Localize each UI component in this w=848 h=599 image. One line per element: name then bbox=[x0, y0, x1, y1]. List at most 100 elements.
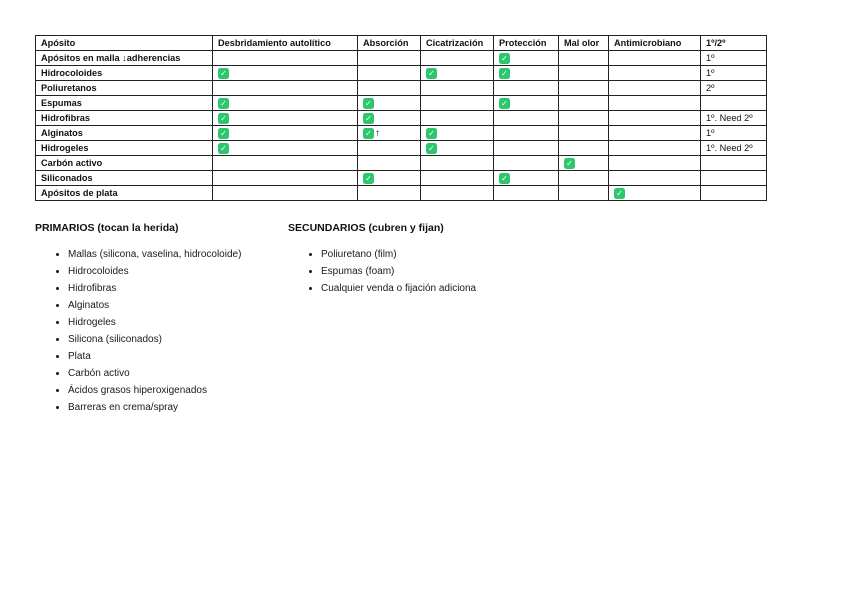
check-icon: ✓ bbox=[564, 157, 575, 169]
check-cell bbox=[420, 185, 494, 201]
check-icon: ✓ bbox=[499, 172, 510, 184]
row-label: Poliuretanos bbox=[35, 80, 213, 96]
check-icon: ✓ bbox=[218, 142, 229, 154]
column-header: Mal olor bbox=[558, 35, 609, 51]
check-icon: ✓ bbox=[218, 127, 229, 139]
column-header: Cicatrización bbox=[420, 35, 494, 51]
check-cell bbox=[608, 65, 701, 81]
list-item: Barreras en crema/spray bbox=[68, 399, 288, 416]
check-cell bbox=[420, 95, 494, 111]
check-cell bbox=[420, 50, 494, 66]
column-header: Absorción bbox=[357, 35, 421, 51]
column-header: Antimicrobiano bbox=[608, 35, 701, 51]
check-cell bbox=[493, 110, 559, 126]
check-cell: ✓ bbox=[212, 95, 358, 111]
table-row: Alginatos ✓ ✓ ↑ ✓ 1º bbox=[35, 125, 767, 141]
check-cell bbox=[558, 170, 609, 186]
check-cell bbox=[608, 140, 701, 156]
list-item: Ácidos grasos hiperoxigenados bbox=[68, 382, 288, 399]
check-cell bbox=[493, 80, 559, 96]
table-header-row: Apósito Desbridamiento autolítico Absorció… bbox=[35, 35, 767, 51]
list-item: Alginatos bbox=[68, 297, 288, 314]
check-cell bbox=[608, 155, 701, 171]
check-icon: ✓ bbox=[426, 67, 437, 79]
check-cell: ✓ bbox=[357, 170, 421, 186]
check-cell bbox=[608, 80, 701, 96]
table-row: Hidrocoloides ✓ ✓ ✓ 1º bbox=[35, 65, 767, 81]
check-cell bbox=[420, 80, 494, 96]
list-item: Hidrogeles bbox=[68, 314, 288, 331]
check-icon: ✓ bbox=[363, 127, 374, 139]
check-cell: ✓ bbox=[420, 125, 494, 141]
check-icon: ✓ bbox=[363, 112, 374, 124]
column-header: 1º/2º bbox=[700, 35, 767, 51]
priority-cell: 1º bbox=[700, 50, 767, 66]
check-icon: ✓ bbox=[426, 142, 437, 154]
row-label: Apósitos de plata bbox=[35, 185, 213, 201]
check-cell bbox=[558, 110, 609, 126]
primary-list-items: Mallas (silicona, vaselina, hidrocoloide… bbox=[35, 246, 288, 416]
list-item: Silicona (siliconados) bbox=[68, 331, 288, 348]
priority-cell bbox=[700, 155, 767, 171]
lists-section: PRIMARIOS (tocan la herida) Mallas (sili… bbox=[35, 222, 588, 416]
check-cell bbox=[558, 95, 609, 111]
priority-cell bbox=[700, 95, 767, 111]
check-icon: ✓ bbox=[218, 67, 229, 79]
check-cell bbox=[357, 185, 421, 201]
table-row: Apósitos de plata ✓ bbox=[35, 185, 767, 201]
list-item: Hidrofibras bbox=[68, 280, 288, 297]
table-row: Siliconados ✓ ✓ bbox=[35, 170, 767, 186]
check-cell bbox=[212, 170, 358, 186]
check-icon: ✓ bbox=[363, 172, 374, 184]
table-row: Hidrogeles ✓ ✓ 1º. Need 2º bbox=[35, 140, 767, 156]
check-cell: ✓ ↑ bbox=[357, 125, 421, 141]
table-row: Espumas ✓ ✓ ✓ bbox=[35, 95, 767, 111]
table-row: Apósitos en malla ↓adherencias ✓ 1º bbox=[35, 50, 767, 66]
list-item: Poliuretano (film) bbox=[321, 246, 588, 263]
check-cell: ✓ bbox=[212, 125, 358, 141]
list-item: Plata bbox=[68, 348, 288, 365]
table-row: Carbón activo ✓ bbox=[35, 155, 767, 171]
check-cell bbox=[608, 110, 701, 126]
check-cell bbox=[608, 170, 701, 186]
priority-cell: 2º bbox=[700, 80, 767, 96]
check-cell: ✓ bbox=[493, 65, 559, 81]
secondary-list-title: SECUNDARIOS (cubren y fijan) bbox=[288, 222, 444, 234]
check-cell bbox=[212, 155, 358, 171]
check-cell bbox=[558, 185, 609, 201]
list-item: Mallas (silicona, vaselina, hidrocoloide… bbox=[68, 246, 288, 263]
row-label: Hidrogeles bbox=[35, 140, 213, 156]
check-cell bbox=[558, 50, 609, 66]
row-label: Hidrocoloides bbox=[35, 65, 213, 81]
check-cell bbox=[558, 80, 609, 96]
check-cell: ✓ bbox=[212, 140, 358, 156]
primary-list: PRIMARIOS (tocan la herida) Mallas (sili… bbox=[35, 222, 288, 416]
check-cell bbox=[357, 155, 421, 171]
check-icon: ✓ bbox=[218, 112, 229, 124]
priority-cell: 1º bbox=[700, 125, 767, 141]
check-cell: ✓ bbox=[558, 155, 609, 171]
row-label: Espumas bbox=[35, 95, 213, 111]
check-cell: ✓ bbox=[212, 65, 358, 81]
list-item: Hidrocoloides bbox=[68, 263, 288, 280]
check-icon: ✓ bbox=[363, 97, 374, 109]
priority-cell bbox=[700, 185, 767, 201]
check-cell bbox=[420, 170, 494, 186]
check-cell bbox=[558, 65, 609, 81]
check-cell: ✓ bbox=[420, 140, 494, 156]
check-cell bbox=[212, 80, 358, 96]
check-cell bbox=[558, 140, 609, 156]
priority-cell bbox=[700, 170, 767, 186]
check-cell: ✓ bbox=[357, 95, 421, 111]
table-row: Poliuretanos 2º bbox=[35, 80, 767, 96]
check-cell bbox=[608, 50, 701, 66]
check-cell bbox=[493, 140, 559, 156]
check-icon: ✓ bbox=[426, 127, 437, 139]
check-cell bbox=[608, 95, 701, 111]
check-cell: ✓ bbox=[212, 110, 358, 126]
table-row: Hidrofibras ✓ ✓ 1º. Need 2º bbox=[35, 110, 767, 126]
check-cell bbox=[212, 185, 358, 201]
check-cell bbox=[493, 125, 559, 141]
check-icon: ✓ bbox=[499, 67, 510, 79]
check-icon: ✓ bbox=[218, 97, 229, 109]
